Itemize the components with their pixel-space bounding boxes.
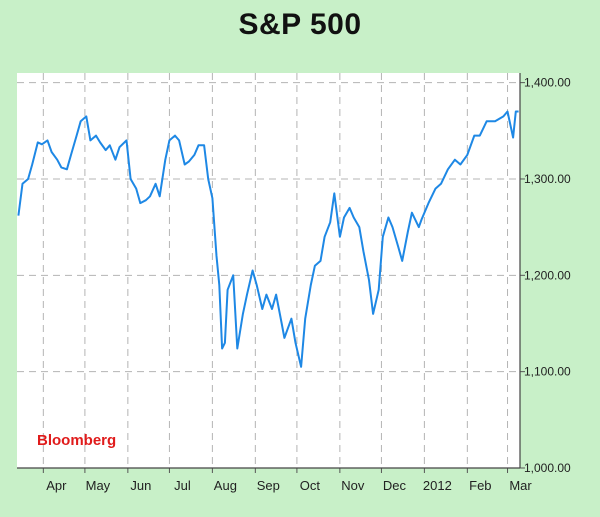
series-layer — [17, 110, 519, 368]
x-tick-label: Mar — [509, 478, 532, 493]
chart-title: S&P 500 — [238, 8, 362, 41]
y-tick-label: 1,400.00 — [524, 76, 571, 90]
x-tick-label: Jul — [174, 478, 191, 493]
x-tick-label: 2012 — [423, 478, 452, 493]
tick-labels: 1,400.00 1,300.00 1,200.00 1,100.00 1,000.00… — [46, 76, 571, 493]
x-tick-label: Nov — [341, 478, 365, 493]
y-tick-label: 1,300.00 — [524, 172, 571, 186]
x-tick-label: Aug — [214, 478, 237, 493]
sp500-line — [17, 110, 519, 368]
y-tick-label: 1,000.00 — [524, 461, 571, 475]
x-tick-label: Dec — [383, 478, 407, 493]
x-tick-label: May — [86, 478, 111, 493]
y-tick-label: 1,200.00 — [524, 268, 571, 282]
x-tick-label: Jun — [130, 478, 151, 493]
x-tick-label: Feb — [469, 478, 491, 493]
bloomberg-logo: Bloomberg — [37, 432, 116, 449]
y-tick-label: 1,100.00 — [524, 365, 571, 379]
axes — [17, 73, 525, 473]
plot-area — [17, 73, 520, 468]
gridlines — [17, 73, 520, 468]
x-tick-label: Sep — [257, 478, 280, 493]
x-tick-label: Oct — [300, 478, 321, 493]
x-tick-label: Apr — [46, 478, 67, 493]
